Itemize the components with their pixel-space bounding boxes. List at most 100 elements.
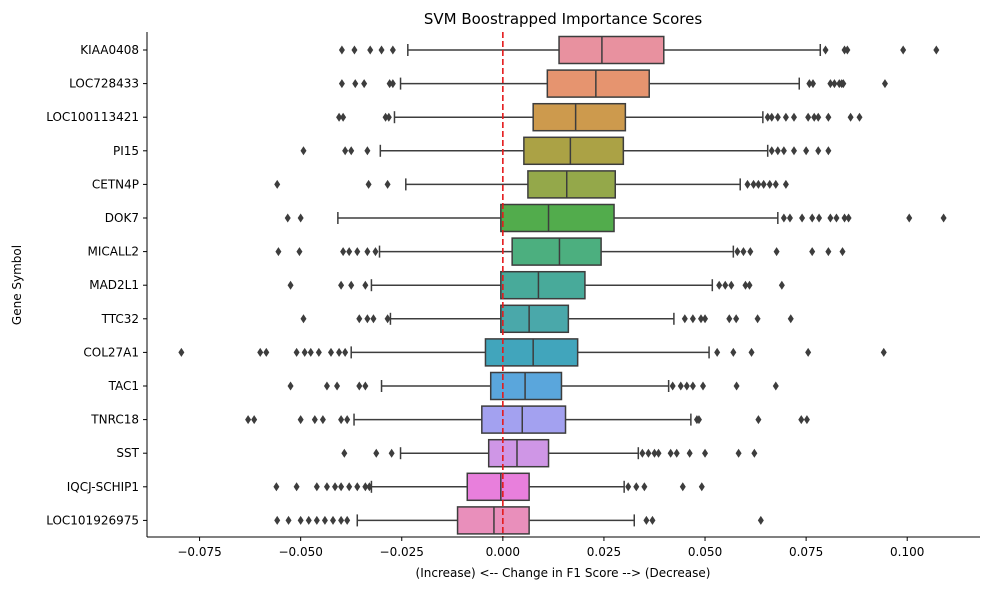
outlier-point — [782, 179, 789, 189]
outlier-point — [856, 112, 863, 122]
box-iqr — [500, 270, 586, 300]
x-tick-label: 0.025 — [587, 545, 621, 559]
outlier-point — [633, 482, 640, 492]
outlier-point — [245, 415, 252, 425]
outlier-point — [389, 45, 396, 55]
outlier-point — [378, 45, 385, 55]
outlier-point — [323, 381, 330, 391]
box-iqr — [523, 136, 625, 166]
outlier-point — [338, 45, 345, 55]
box-iqr — [489, 371, 563, 401]
outlier-point — [733, 314, 740, 324]
box-group — [338, 69, 888, 98]
outlier-point — [300, 146, 307, 156]
outlier-point — [330, 515, 337, 525]
x-tick-label: 0.000 — [486, 545, 520, 559]
outlier-point — [649, 515, 656, 525]
outlier-point — [356, 314, 363, 324]
outlier-point — [698, 482, 705, 492]
outlier-point — [340, 247, 347, 257]
outlier-point — [365, 179, 372, 189]
outlier-point — [673, 448, 680, 458]
outlier-point — [287, 280, 294, 290]
outlier-point — [293, 482, 300, 492]
outlier-point — [809, 79, 816, 89]
outlier-point — [313, 515, 320, 525]
outlier-point — [370, 314, 377, 324]
outlier-point — [348, 146, 355, 156]
outlier-point — [686, 448, 693, 458]
y-tick-label: DOK7 — [105, 211, 139, 225]
box-iqr — [558, 35, 665, 65]
outlier-point — [384, 314, 391, 324]
box-iqr — [527, 170, 617, 199]
outlier-point — [297, 415, 304, 425]
outlier-point — [798, 415, 805, 425]
outlier-point — [755, 415, 762, 425]
box-iqr — [500, 304, 570, 334]
box-group — [336, 102, 863, 132]
outlier-point — [641, 482, 648, 492]
y-axis-ticks: KIAA0408 LOC728433 LOC100113421 PI15 CETN4P D… — [46, 43, 147, 527]
outlier-point — [336, 112, 343, 122]
outlier-point — [764, 112, 771, 122]
outlier-point — [900, 45, 907, 55]
outlier-point — [754, 314, 761, 324]
outlier-point — [689, 314, 696, 324]
outlier-point — [780, 213, 787, 223]
y-tick-label: TTC32 — [101, 312, 139, 326]
box-group — [284, 203, 947, 233]
outlier-point — [786, 213, 793, 223]
box-iqr — [487, 438, 550, 468]
y-axis-title: Gene Symbol — [10, 245, 24, 325]
box-group — [341, 438, 758, 468]
box-iqr — [500, 203, 615, 233]
outlier-point — [342, 146, 349, 156]
outlier-point — [803, 146, 810, 156]
outlier-point — [311, 415, 318, 425]
box-group — [245, 405, 810, 434]
outlier-point — [382, 112, 389, 122]
outlier-point — [689, 381, 696, 391]
outlier-point — [274, 179, 281, 189]
outlier-point — [755, 179, 762, 189]
outlier-point — [645, 448, 652, 458]
y-tick-label: IQCJ-SCHIP1 — [67, 480, 139, 494]
outlier-point — [251, 415, 258, 425]
outlier-point — [307, 347, 314, 357]
outlier-point — [679, 482, 686, 492]
outlier-point — [748, 347, 755, 357]
outlier-point — [275, 247, 282, 257]
x-tick-label: −0.050 — [278, 545, 322, 559]
outlier-point — [809, 247, 816, 257]
outlier-point — [366, 482, 373, 492]
outlier-point — [782, 112, 789, 122]
outlier-point — [362, 381, 369, 391]
outlier-point — [716, 280, 723, 290]
outlier-point — [297, 515, 304, 525]
outlier-point — [845, 213, 852, 223]
x-tick-label: −0.075 — [177, 545, 221, 559]
outlier-point — [833, 213, 840, 223]
outlier-point — [341, 448, 348, 458]
outlier-point — [844, 45, 851, 55]
y-tick-label: COL27A1 — [83, 345, 139, 359]
outlier-point — [356, 381, 363, 391]
outlier-point — [825, 112, 832, 122]
outlier-point — [263, 347, 270, 357]
outlier-point — [840, 79, 847, 89]
outlier-point — [362, 280, 369, 290]
outlier-point — [305, 515, 312, 525]
outlier-point — [667, 448, 674, 458]
outlier-point — [766, 179, 773, 189]
outlier-point — [778, 280, 785, 290]
outlier-point — [790, 112, 797, 122]
outlier-point — [744, 179, 751, 189]
outlier-point — [346, 482, 353, 492]
outlier-point — [816, 213, 823, 223]
y-tick-label: LOC100113421 — [46, 110, 139, 124]
outlier-point — [742, 280, 749, 290]
outlier-point — [334, 381, 341, 391]
outlier-point — [332, 482, 339, 492]
outlier-point — [733, 381, 740, 391]
